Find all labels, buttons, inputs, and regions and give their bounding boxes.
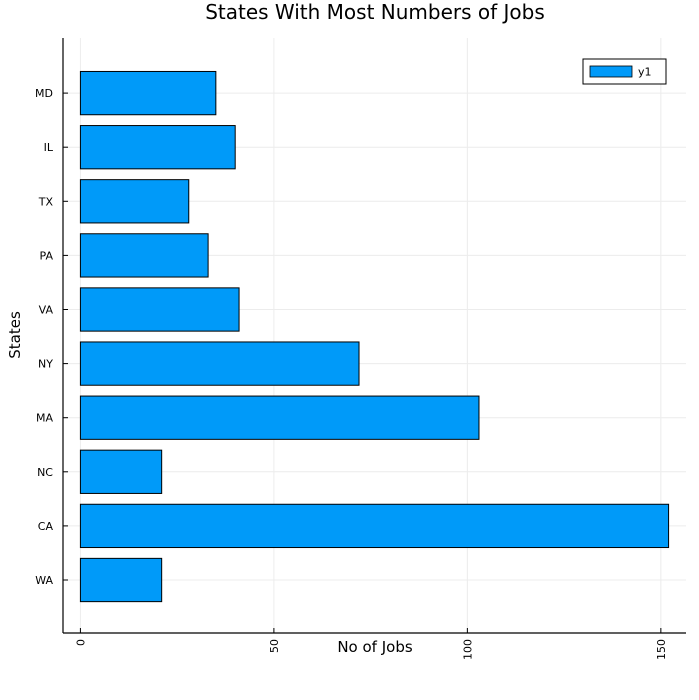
bar-il <box>79 125 236 170</box>
y-tick-label: MA <box>36 412 53 425</box>
x-tick-label: 50 <box>268 639 281 653</box>
y-tick-labels: WA CA NC MA NY VA PA TX IL MD <box>35 87 54 587</box>
bars <box>79 70 670 603</box>
y-tick-label: TX <box>38 195 54 208</box>
bar-pa <box>79 233 209 278</box>
y-axis-label: States <box>6 311 24 359</box>
bar-ny <box>79 341 360 386</box>
y-tick-label: CA <box>38 520 54 533</box>
bar-ca <box>79 503 670 549</box>
y-tick-label: VA <box>39 304 54 317</box>
y-tick-label: PA <box>40 249 54 262</box>
x-tick-label: 0 <box>74 639 87 646</box>
bar-wa <box>79 557 163 603</box>
bar-va <box>79 287 240 332</box>
x-tick-label: 100 <box>461 639 474 660</box>
legend-label: y1 <box>638 66 652 79</box>
y-tick-label: NC <box>37 466 53 479</box>
y-tick-label: WA <box>35 574 53 587</box>
y-tick-label: NY <box>38 358 53 371</box>
y-tick-label: MD <box>35 87 53 100</box>
axes <box>62 38 686 634</box>
legend: y1 <box>582 58 667 85</box>
bar-ma <box>79 395 480 440</box>
bar-nc <box>79 449 163 494</box>
legend-swatch <box>589 65 633 78</box>
x-axis-label: No of Jobs <box>337 638 413 656</box>
bar-md <box>79 70 217 116</box>
x-tick-label: 150 <box>655 639 668 660</box>
chart-title: States With Most Numbers of Jobs <box>205 0 545 24</box>
bar-tx <box>79 179 190 224</box>
y-tick-label: IL <box>44 141 54 154</box>
x-tick-labels: 0 50 100 150 <box>74 639 667 660</box>
